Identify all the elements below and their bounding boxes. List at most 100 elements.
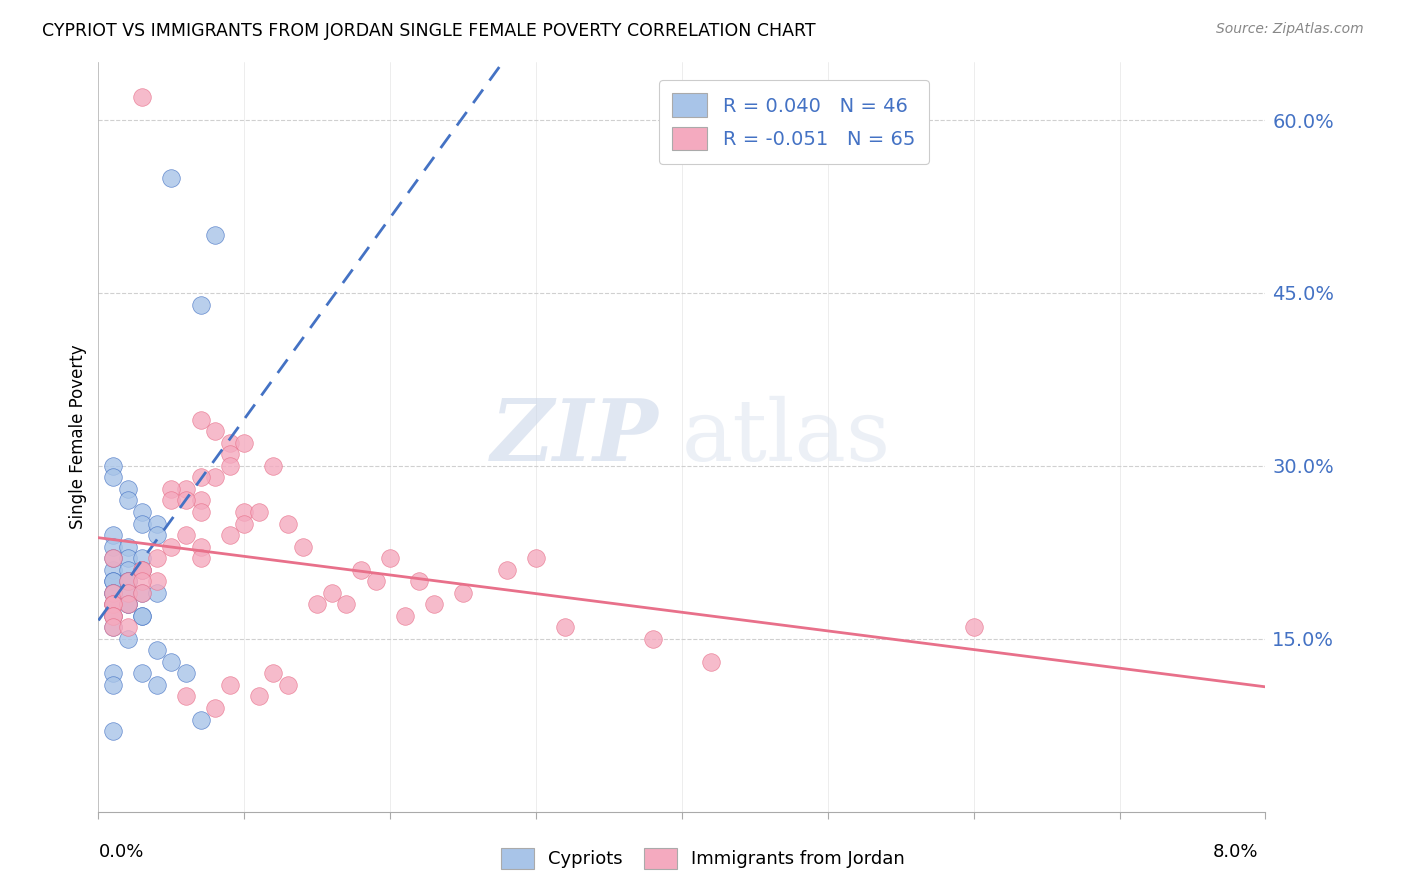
- Text: CYPRIOT VS IMMIGRANTS FROM JORDAN SINGLE FEMALE POVERTY CORRELATION CHART: CYPRIOT VS IMMIGRANTS FROM JORDAN SINGLE…: [42, 22, 815, 40]
- Point: [101, 551, 124, 566]
- Point: [277, 678, 299, 692]
- Point: [174, 528, 197, 542]
- Point: [101, 597, 124, 611]
- Point: [174, 666, 197, 681]
- Point: [117, 597, 139, 611]
- Point: [204, 701, 226, 715]
- Legend: R = 0.040   N = 46, R = -0.051   N = 65: R = 0.040 N = 46, R = -0.051 N = 65: [659, 79, 929, 164]
- Point: [277, 516, 299, 531]
- Point: [117, 585, 139, 599]
- Point: [131, 608, 153, 623]
- Point: [190, 505, 212, 519]
- Point: [131, 563, 153, 577]
- Point: [131, 516, 153, 531]
- Point: [962, 620, 984, 634]
- Point: [160, 493, 183, 508]
- Point: [101, 585, 124, 599]
- Point: [101, 620, 124, 634]
- Point: [233, 516, 256, 531]
- Point: [350, 563, 373, 577]
- Point: [641, 632, 664, 646]
- Point: [160, 540, 183, 554]
- Point: [101, 540, 124, 554]
- Point: [174, 690, 197, 704]
- Point: [218, 458, 240, 473]
- Point: [117, 597, 139, 611]
- Point: [524, 551, 547, 566]
- Point: [218, 528, 240, 542]
- Y-axis label: Single Female Poverty: Single Female Poverty: [69, 345, 87, 529]
- Point: [190, 713, 212, 727]
- Point: [174, 493, 197, 508]
- Point: [218, 678, 240, 692]
- Point: [496, 563, 519, 577]
- Point: [117, 585, 139, 599]
- Point: [101, 724, 124, 739]
- Point: [190, 470, 212, 484]
- Point: [291, 540, 314, 554]
- Point: [146, 678, 169, 692]
- Point: [101, 597, 124, 611]
- Point: [117, 551, 139, 566]
- Point: [378, 551, 402, 566]
- Point: [101, 574, 124, 589]
- Point: [101, 528, 124, 542]
- Text: atlas: atlas: [682, 395, 891, 479]
- Point: [117, 493, 139, 508]
- Point: [131, 666, 153, 681]
- Point: [101, 678, 124, 692]
- Point: [218, 435, 240, 450]
- Point: [131, 585, 153, 599]
- Point: [262, 458, 284, 473]
- Point: [700, 655, 723, 669]
- Point: [101, 563, 124, 577]
- Legend: Cypriots, Immigrants from Jordan: Cypriots, Immigrants from Jordan: [494, 840, 912, 876]
- Point: [131, 551, 153, 566]
- Point: [117, 574, 139, 589]
- Point: [101, 470, 124, 484]
- Text: Source: ZipAtlas.com: Source: ZipAtlas.com: [1216, 22, 1364, 37]
- Point: [190, 551, 212, 566]
- Point: [146, 528, 169, 542]
- Point: [262, 666, 284, 681]
- Point: [131, 563, 153, 577]
- Point: [101, 551, 124, 566]
- Point: [204, 228, 226, 243]
- Point: [190, 297, 212, 311]
- Point: [190, 540, 212, 554]
- Point: [117, 574, 139, 589]
- Point: [101, 458, 124, 473]
- Point: [307, 597, 329, 611]
- Point: [394, 608, 416, 623]
- Point: [131, 563, 153, 577]
- Point: [190, 493, 212, 508]
- Point: [364, 574, 387, 589]
- Point: [247, 505, 270, 519]
- Point: [117, 597, 139, 611]
- Point: [101, 597, 124, 611]
- Point: [117, 574, 139, 589]
- Point: [101, 574, 124, 589]
- Point: [131, 90, 153, 104]
- Point: [146, 516, 169, 531]
- Point: [146, 585, 169, 599]
- Point: [233, 505, 256, 519]
- Point: [131, 608, 153, 623]
- Point: [321, 585, 343, 599]
- Point: [174, 482, 197, 496]
- Text: 8.0%: 8.0%: [1213, 843, 1258, 861]
- Point: [101, 585, 124, 599]
- Point: [101, 608, 124, 623]
- Point: [554, 620, 576, 634]
- Point: [101, 585, 124, 599]
- Point: [131, 505, 153, 519]
- Point: [160, 170, 183, 185]
- Point: [117, 563, 139, 577]
- Point: [160, 655, 183, 669]
- Point: [146, 551, 169, 566]
- Point: [218, 447, 240, 461]
- Point: [101, 620, 124, 634]
- Point: [117, 620, 139, 634]
- Point: [131, 574, 153, 589]
- Point: [204, 425, 226, 439]
